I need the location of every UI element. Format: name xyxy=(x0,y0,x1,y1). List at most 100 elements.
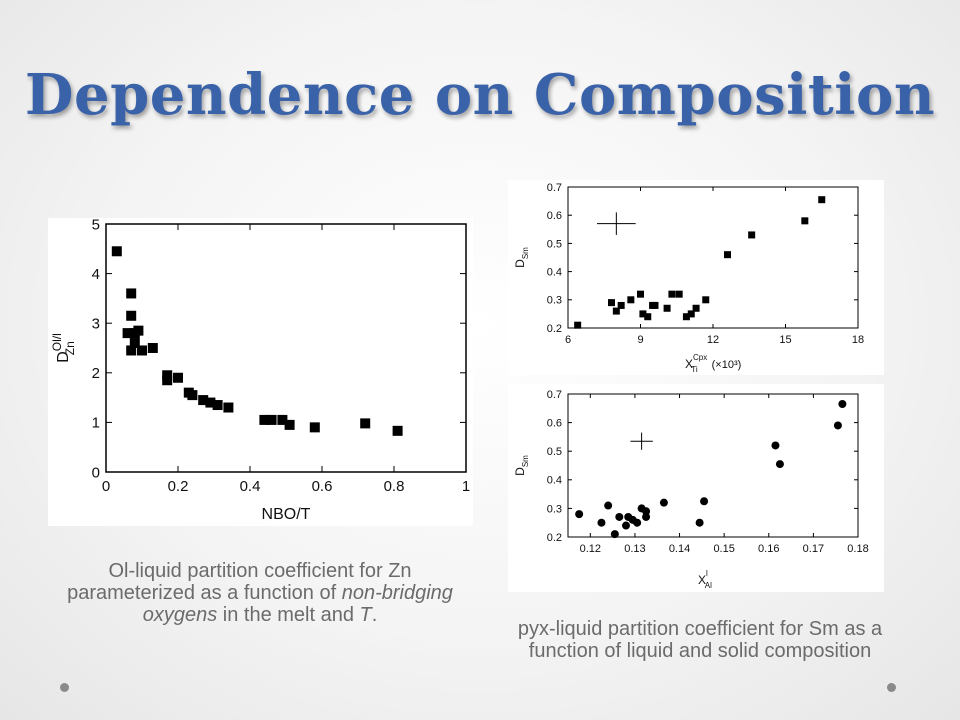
y-label-sup: Ol/l xyxy=(50,333,64,351)
data-point xyxy=(608,299,615,307)
data-point xyxy=(775,460,784,469)
data-point xyxy=(126,310,137,321)
data-point xyxy=(574,321,582,329)
data-point xyxy=(147,343,158,353)
y-tick-label: 0.5 xyxy=(547,446,562,458)
x-label-suffix: (×10³) xyxy=(712,359,742,371)
caption-left-text-3: . xyxy=(371,604,378,626)
caption-left-italic-2: T xyxy=(359,604,372,626)
x-tick-label: 9 xyxy=(637,334,643,346)
data-point xyxy=(695,518,704,527)
x-tick-label: 0.14 xyxy=(669,543,690,555)
zn-partition-chart: 0 0.2 0.4 0.6 0.8 1 0 1 2 3 4 5 NBO/T DOl/lZn xyxy=(48,216,473,526)
x-label-sup: l xyxy=(706,569,708,578)
y-tick-label: 1 xyxy=(92,415,100,432)
data-point xyxy=(126,288,137,299)
x-tick-label: 0.15 xyxy=(713,543,734,555)
x-label-sub: Al xyxy=(705,581,712,590)
data-point xyxy=(615,512,624,521)
bullet-dot-right xyxy=(887,683,896,692)
data-point xyxy=(610,530,619,539)
y-label-main: D xyxy=(55,351,72,363)
x-tick-label: 6 xyxy=(565,334,571,346)
y-tick-label: 0.5 xyxy=(547,238,562,250)
sm-vs-al-plot: 0.12 0.13 0.14 0.15 0.16 0.17 0.18 0.2 0.3 0.4 0.5… xyxy=(513,389,869,590)
data-point xyxy=(633,518,642,527)
data-point xyxy=(266,414,277,425)
data-point xyxy=(277,414,288,425)
x-tick-label: 0.17 xyxy=(803,543,824,555)
data-point xyxy=(137,345,147,356)
y-tick-label: 0.6 xyxy=(547,210,562,222)
data-point xyxy=(642,512,651,521)
x-label-main: X xyxy=(698,573,706,587)
x-axis-label: NBO/T xyxy=(262,506,311,523)
data-point xyxy=(692,304,700,312)
x-tick-label: 0.6 xyxy=(312,478,333,495)
x-axis-label: Xl Al xyxy=(698,569,712,590)
data-point xyxy=(129,338,140,349)
y-tick-label: 0.6 xyxy=(547,417,562,429)
data-point xyxy=(675,290,683,298)
sm-vs-ti-plot: 6 9 12 15 18 0.2 0.3 0.4 0.5 0.6 0.7 XCpx Ti (×10³) DS… xyxy=(513,182,864,374)
data-point xyxy=(187,390,198,401)
y-axis-label: DSm xyxy=(513,247,530,268)
y-tick-label: 2 xyxy=(92,365,100,382)
x-tick-label: 0.2 xyxy=(168,478,189,495)
y-label-sub: Sm xyxy=(521,247,530,259)
data-point xyxy=(392,425,403,436)
y-axis-label-text: DOl/lZn xyxy=(50,333,77,363)
data-point xyxy=(122,328,133,339)
data-point xyxy=(133,325,144,336)
caption-right: pyx-liquid partition coefficient for Sm … xyxy=(517,618,883,662)
data-point xyxy=(575,510,584,519)
data-point xyxy=(724,251,731,259)
data-point xyxy=(702,296,710,304)
data-point xyxy=(700,497,709,506)
y-tick-label: 0.7 xyxy=(547,182,562,194)
data-point xyxy=(639,310,647,318)
plot-frame xyxy=(105,223,467,473)
y-label-sub: Sm xyxy=(521,455,530,467)
data-point xyxy=(682,313,690,321)
x-tick-label: 0.16 xyxy=(758,543,779,555)
y-tick-label: 0.4 xyxy=(547,266,562,278)
data-point xyxy=(801,217,809,225)
data-point xyxy=(205,397,216,408)
y-tick-label: 0.3 xyxy=(547,503,562,515)
x-tick-label: 15 xyxy=(779,334,791,346)
data-point xyxy=(637,290,644,298)
y-label-main: D xyxy=(513,467,527,476)
x-tick-label: 1 xyxy=(462,478,470,495)
y-tick-label: 0.2 xyxy=(547,323,562,335)
x-label-sub: Ti xyxy=(691,365,698,374)
y-label-sub: Zn xyxy=(63,341,77,355)
y-tick-label: 0.7 xyxy=(547,389,562,401)
x-label-main: X xyxy=(685,357,693,371)
x-tick-label: 0 xyxy=(102,478,110,495)
data-point xyxy=(668,290,676,298)
x-tick-label: 12 xyxy=(707,334,719,346)
y-axis-label-text: DSm xyxy=(513,247,530,268)
data-point xyxy=(642,507,651,516)
plot-frame xyxy=(567,393,859,538)
sm-vs-ti-chart: 6 9 12 15 18 0.2 0.3 0.4 0.5 0.6 0.7 XCpx Ti (×10³) DS… xyxy=(508,180,884,375)
y-tick-label: 0.4 xyxy=(547,475,562,487)
sm-vs-al-chart: 0.12 0.13 0.14 0.15 0.16 0.17 0.18 0.2 0.3 0.4 0.5… xyxy=(508,384,884,592)
data-point xyxy=(771,441,780,450)
caption-left-italic-1: non-bridging oxygens xyxy=(142,582,453,626)
data-point xyxy=(687,310,695,318)
data-point xyxy=(651,301,659,309)
y-axis-label: DSm xyxy=(513,455,530,476)
x-tick-label: 18 xyxy=(852,334,864,346)
y-label-main: D xyxy=(513,259,527,268)
data-point xyxy=(173,372,183,383)
y-tick-label: 4 xyxy=(92,266,100,283)
data-point xyxy=(212,400,223,411)
data-point xyxy=(644,313,652,321)
y-axis-label: DOl/lZn xyxy=(50,333,77,363)
zn-partition-plot: 0 0.2 0.4 0.6 0.8 1 0 1 2 3 4 5 NBO/T DOl/lZn xyxy=(50,216,470,523)
data-point xyxy=(622,521,630,530)
data-point xyxy=(604,501,613,510)
data-point xyxy=(284,419,295,430)
